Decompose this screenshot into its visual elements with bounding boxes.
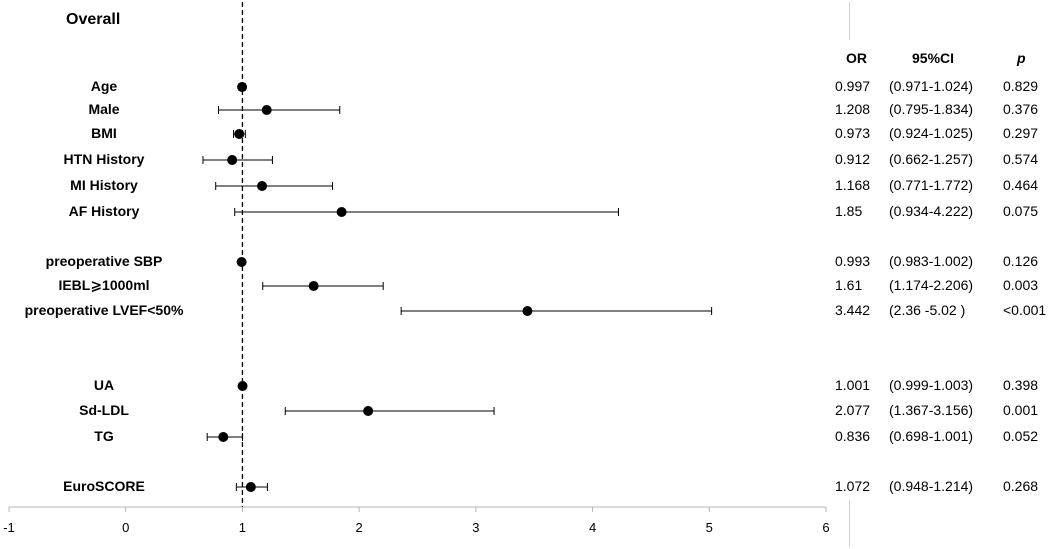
x-axis-tick-label: 6 <box>822 520 830 535</box>
odds-ratio-point <box>308 281 319 291</box>
ci-value: (0.662-1.257) <box>889 151 974 167</box>
ci-value: (1.367-3.156) <box>889 402 974 418</box>
row-label: Sd-LDL <box>79 402 129 418</box>
column-header-or: OR <box>846 50 867 66</box>
p-value: 0.003 <box>1003 277 1039 293</box>
x-axis-tick-label: 2 <box>355 520 363 535</box>
or-value: 0.836 <box>835 428 871 444</box>
row-label: AF History <box>68 203 140 219</box>
p-value: 0.268 <box>1003 478 1039 494</box>
ci-value: (0.934-4.222) <box>889 203 974 219</box>
odds-ratio-point <box>261 105 272 115</box>
row-label: Age <box>90 78 118 94</box>
row-label: HTN History <box>63 151 145 167</box>
row-label: UA <box>93 377 115 393</box>
p-value: <0.001 <box>1003 302 1047 318</box>
odds-ratio-point <box>245 482 256 492</box>
column-separator-bottom <box>849 500 850 547</box>
ci-value: (0.771-1.772) <box>889 177 974 193</box>
odds-ratio-point <box>257 181 268 191</box>
row-label: BMI <box>91 125 117 141</box>
row-label: IEBL⩾1000ml <box>58 277 150 293</box>
odds-ratio-point <box>227 155 238 165</box>
x-axis-tick-label: 4 <box>588 520 597 535</box>
column-separator-top <box>849 2 850 40</box>
ci-value: (2.36 -5.02 ) <box>889 302 966 318</box>
ci-value: (0.971-1.024) <box>889 78 974 94</box>
row-label: EuroSCORE <box>63 478 145 494</box>
or-value: 1.85 <box>835 203 863 219</box>
odds-ratio-point <box>218 432 229 442</box>
row-label: Male <box>88 101 120 117</box>
p-value: 0.829 <box>1003 78 1039 94</box>
chart-title: Overall <box>66 11 121 28</box>
or-value: 3.442 <box>835 302 871 318</box>
or-value: 0.997 <box>835 78 871 94</box>
odds-ratio-point <box>234 129 245 139</box>
ci-value: (0.948-1.214) <box>889 478 974 494</box>
ci-value: (1.174-2.206) <box>889 277 974 293</box>
ci-value: (0.924-1.025) <box>889 125 974 141</box>
x-axis-tick-label: 1 <box>238 520 247 535</box>
or-value: 1.61 <box>835 277 863 293</box>
row-label: TG <box>94 428 114 444</box>
column-header-ci: 95%CI <box>912 50 955 66</box>
p-value: 0.052 <box>1003 428 1039 444</box>
p-value: 0.574 <box>1003 151 1039 167</box>
or-value: 0.993 <box>835 253 871 269</box>
odds-ratio-point <box>336 207 347 217</box>
ci-value: (0.698-1.001) <box>889 428 974 444</box>
p-value: 0.398 <box>1003 377 1039 393</box>
or-value: 0.912 <box>835 151 871 167</box>
or-value: 1.001 <box>835 377 871 393</box>
column-header-p: p <box>1017 50 1026 66</box>
x-axis-tick-label: 0 <box>122 520 130 535</box>
or-value: 0.973 <box>835 125 871 141</box>
or-value: 1.208 <box>835 101 871 117</box>
row-label: preoperative LVEF<50% <box>24 302 184 318</box>
odds-ratio-point <box>237 82 248 92</box>
p-value: 0.376 <box>1003 101 1039 117</box>
x-axis-tick-label: -1 <box>3 520 15 535</box>
odds-ratio-point <box>237 381 248 391</box>
p-value: 0.297 <box>1003 125 1039 141</box>
or-value: 2.077 <box>835 402 871 418</box>
x-axis-tick-label: 5 <box>705 520 713 535</box>
ci-value: (0.983-1.002) <box>889 253 974 269</box>
ci-value: (0.795-1.834) <box>889 101 974 117</box>
p-value: 0.075 <box>1003 203 1039 219</box>
ci-value: (0.999-1.003) <box>889 377 974 393</box>
or-value: 1.072 <box>835 478 871 494</box>
x-axis-tick-label: 3 <box>472 520 480 535</box>
p-value: 0.001 <box>1003 402 1039 418</box>
odds-ratio-point <box>522 306 533 316</box>
p-value: 0.126 <box>1003 253 1039 269</box>
p-value: 0.464 <box>1003 177 1039 193</box>
odds-ratio-point <box>236 257 247 267</box>
row-label: MI History <box>70 177 138 193</box>
odds-ratio-point <box>363 406 374 416</box>
or-value: 1.168 <box>835 177 871 193</box>
row-label: preoperative SBP <box>45 253 163 269</box>
